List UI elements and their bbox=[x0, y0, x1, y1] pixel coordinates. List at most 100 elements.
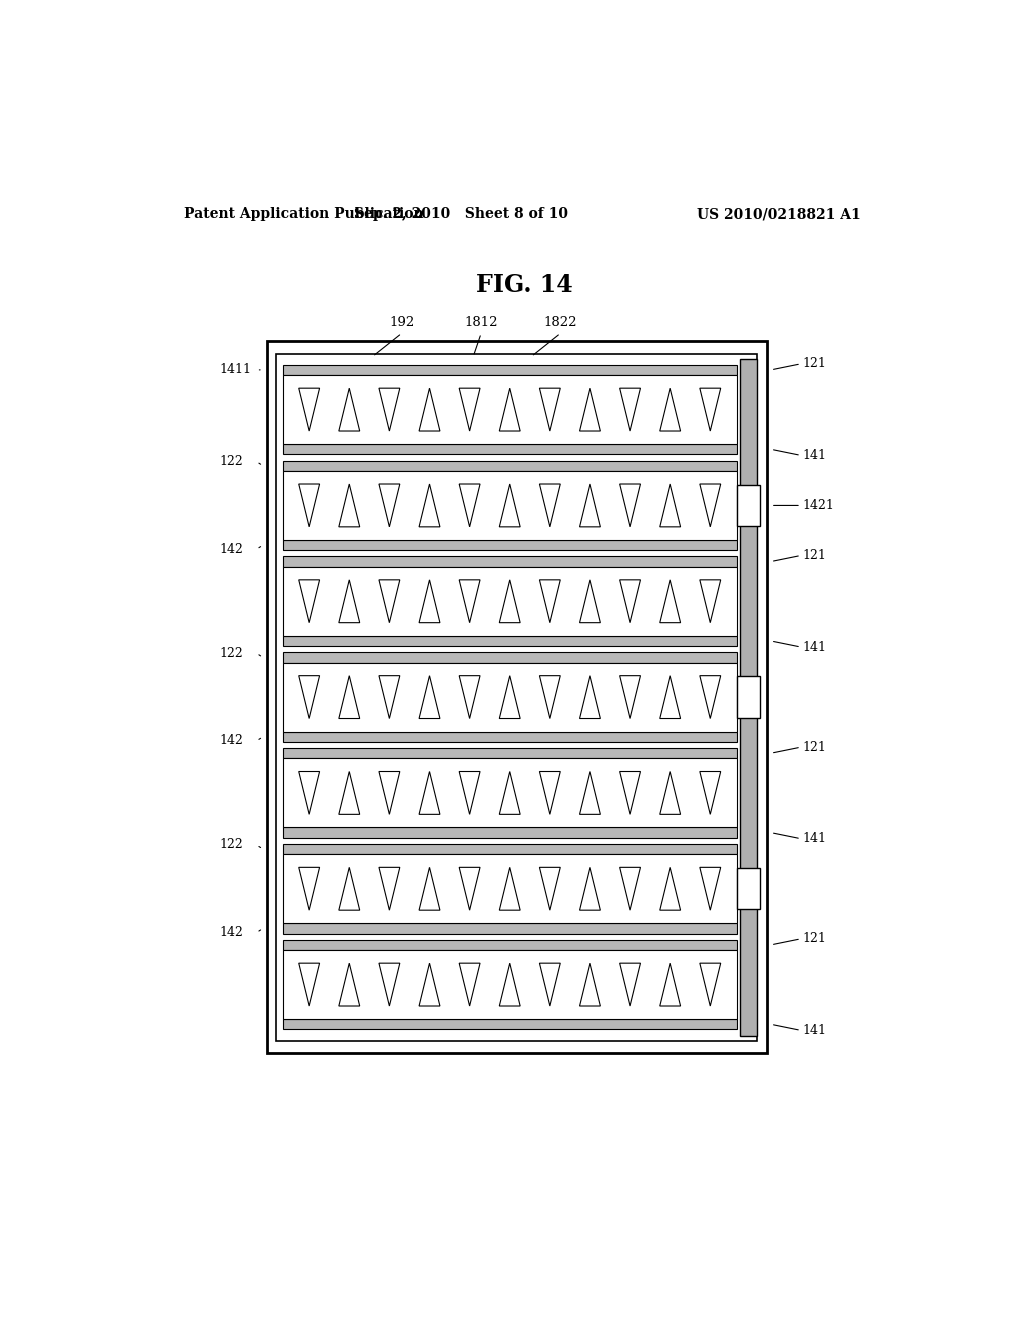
Text: FIG. 14: FIG. 14 bbox=[476, 273, 573, 297]
Polygon shape bbox=[540, 964, 560, 1006]
Text: 1411: 1411 bbox=[219, 363, 251, 376]
Polygon shape bbox=[540, 579, 560, 623]
Bar bbox=[283, 731, 736, 742]
Text: 121: 121 bbox=[803, 741, 826, 754]
Polygon shape bbox=[659, 771, 681, 814]
Text: Sep. 2, 2010   Sheet 8 of 10: Sep. 2, 2010 Sheet 8 of 10 bbox=[354, 207, 568, 222]
Polygon shape bbox=[699, 771, 721, 814]
Polygon shape bbox=[540, 771, 560, 814]
Text: 141: 141 bbox=[803, 832, 826, 845]
Text: 1822: 1822 bbox=[544, 317, 578, 329]
Polygon shape bbox=[299, 676, 319, 718]
Polygon shape bbox=[379, 579, 399, 623]
Bar bbox=[283, 375, 736, 444]
Polygon shape bbox=[379, 771, 399, 814]
Polygon shape bbox=[540, 867, 560, 911]
Bar bbox=[283, 471, 736, 540]
Polygon shape bbox=[580, 867, 600, 911]
Bar bbox=[283, 748, 736, 759]
Bar bbox=[283, 759, 736, 828]
Bar bbox=[740, 359, 758, 1036]
Polygon shape bbox=[699, 388, 721, 432]
Polygon shape bbox=[379, 867, 399, 911]
Polygon shape bbox=[659, 867, 681, 911]
Text: 121: 121 bbox=[803, 358, 826, 371]
Text: 142: 142 bbox=[219, 734, 243, 747]
Text: 1812: 1812 bbox=[465, 317, 498, 329]
Bar bbox=[283, 923, 736, 933]
Polygon shape bbox=[620, 964, 640, 1006]
Polygon shape bbox=[419, 579, 440, 623]
Polygon shape bbox=[299, 771, 319, 814]
Polygon shape bbox=[699, 676, 721, 718]
Text: 122: 122 bbox=[219, 838, 243, 851]
Polygon shape bbox=[620, 579, 640, 623]
Polygon shape bbox=[459, 484, 480, 527]
Polygon shape bbox=[580, 964, 600, 1006]
Bar bbox=[736, 676, 761, 718]
Bar bbox=[736, 869, 761, 909]
Bar bbox=[283, 843, 736, 854]
Polygon shape bbox=[379, 676, 399, 718]
Polygon shape bbox=[419, 867, 440, 911]
Bar bbox=[283, 950, 736, 1019]
Polygon shape bbox=[580, 484, 600, 527]
Text: 122: 122 bbox=[219, 455, 243, 469]
Polygon shape bbox=[379, 964, 399, 1006]
Bar bbox=[276, 354, 758, 1040]
Polygon shape bbox=[500, 867, 520, 911]
Polygon shape bbox=[419, 388, 440, 432]
Polygon shape bbox=[500, 964, 520, 1006]
Bar bbox=[283, 364, 736, 375]
Polygon shape bbox=[299, 484, 319, 527]
Polygon shape bbox=[500, 484, 520, 527]
Polygon shape bbox=[580, 771, 600, 814]
Text: 141: 141 bbox=[803, 640, 826, 653]
Bar bbox=[283, 566, 736, 636]
Polygon shape bbox=[459, 771, 480, 814]
Text: 142: 142 bbox=[219, 543, 243, 556]
Polygon shape bbox=[459, 388, 480, 432]
Polygon shape bbox=[659, 676, 681, 718]
Polygon shape bbox=[620, 388, 640, 432]
Polygon shape bbox=[699, 964, 721, 1006]
Bar bbox=[283, 1019, 736, 1030]
Text: Patent Application Publication: Patent Application Publication bbox=[183, 207, 423, 222]
Bar bbox=[283, 557, 736, 566]
Bar bbox=[283, 540, 736, 550]
Polygon shape bbox=[580, 388, 600, 432]
Text: 121: 121 bbox=[803, 932, 826, 945]
Polygon shape bbox=[339, 388, 359, 432]
Bar bbox=[283, 854, 736, 923]
Polygon shape bbox=[419, 676, 440, 718]
Text: 141: 141 bbox=[803, 1024, 826, 1038]
Polygon shape bbox=[339, 964, 359, 1006]
Polygon shape bbox=[500, 579, 520, 623]
Polygon shape bbox=[540, 388, 560, 432]
Polygon shape bbox=[299, 964, 319, 1006]
Bar bbox=[736, 484, 761, 527]
Polygon shape bbox=[699, 579, 721, 623]
Polygon shape bbox=[419, 964, 440, 1006]
Polygon shape bbox=[699, 867, 721, 911]
Polygon shape bbox=[620, 867, 640, 911]
Polygon shape bbox=[299, 388, 319, 432]
Polygon shape bbox=[620, 676, 640, 718]
Polygon shape bbox=[500, 676, 520, 718]
Bar bbox=[283, 663, 736, 731]
Polygon shape bbox=[540, 484, 560, 527]
Polygon shape bbox=[339, 579, 359, 623]
Polygon shape bbox=[620, 771, 640, 814]
Text: 192: 192 bbox=[389, 317, 415, 329]
Polygon shape bbox=[500, 388, 520, 432]
Polygon shape bbox=[659, 964, 681, 1006]
Polygon shape bbox=[299, 867, 319, 911]
Bar bbox=[283, 461, 736, 471]
Polygon shape bbox=[500, 771, 520, 814]
Polygon shape bbox=[699, 484, 721, 527]
Polygon shape bbox=[659, 388, 681, 432]
Bar bbox=[283, 940, 736, 950]
Text: US 2010/0218821 A1: US 2010/0218821 A1 bbox=[697, 207, 860, 222]
Polygon shape bbox=[659, 484, 681, 527]
Polygon shape bbox=[580, 676, 600, 718]
